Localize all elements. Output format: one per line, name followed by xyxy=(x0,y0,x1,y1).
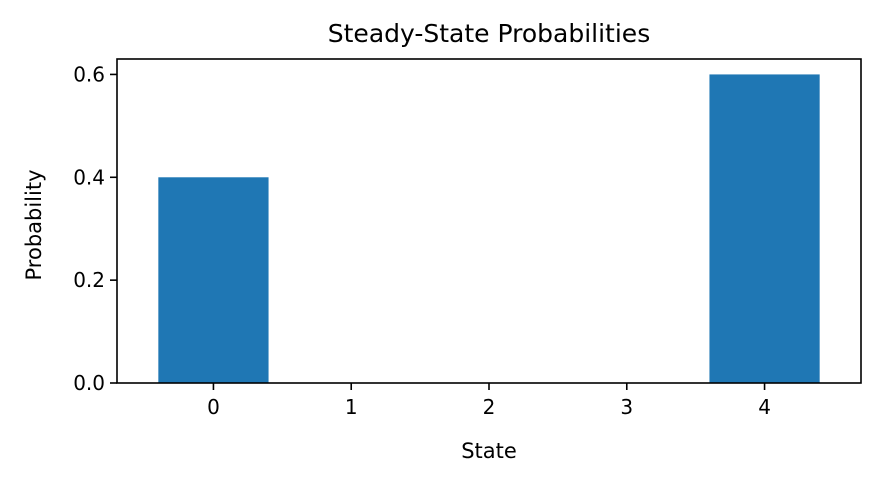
x-axis-label: State xyxy=(461,439,517,463)
x-tick-label: 3 xyxy=(620,395,633,419)
y-tick-label: 0.2 xyxy=(73,268,105,292)
y-tick-label: 0.0 xyxy=(73,371,105,395)
x-tick-label: 4 xyxy=(758,395,771,419)
x-axis: 0 1 2 3 4 xyxy=(207,383,771,419)
y-axis: 0.0 0.2 0.4 0.6 xyxy=(73,62,117,395)
y-axis-label: Probability xyxy=(22,169,46,280)
chart-title: Steady-State Probabilities xyxy=(328,19,650,48)
y-tick-label: 0.6 xyxy=(73,62,105,86)
x-tick-label: 0 xyxy=(207,395,220,419)
y-tick-label: 0.4 xyxy=(73,165,105,189)
bar-state-0 xyxy=(158,177,269,383)
bars-group xyxy=(158,74,820,383)
bar-state-4 xyxy=(709,74,820,383)
x-tick-label: 1 xyxy=(345,395,358,419)
x-tick-label: 2 xyxy=(483,395,496,419)
